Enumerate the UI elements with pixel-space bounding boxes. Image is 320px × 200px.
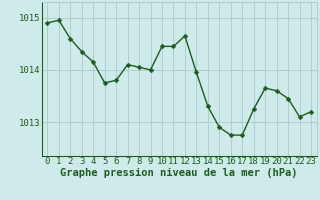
X-axis label: Graphe pression niveau de la mer (hPa): Graphe pression niveau de la mer (hPa) xyxy=(60,168,298,178)
